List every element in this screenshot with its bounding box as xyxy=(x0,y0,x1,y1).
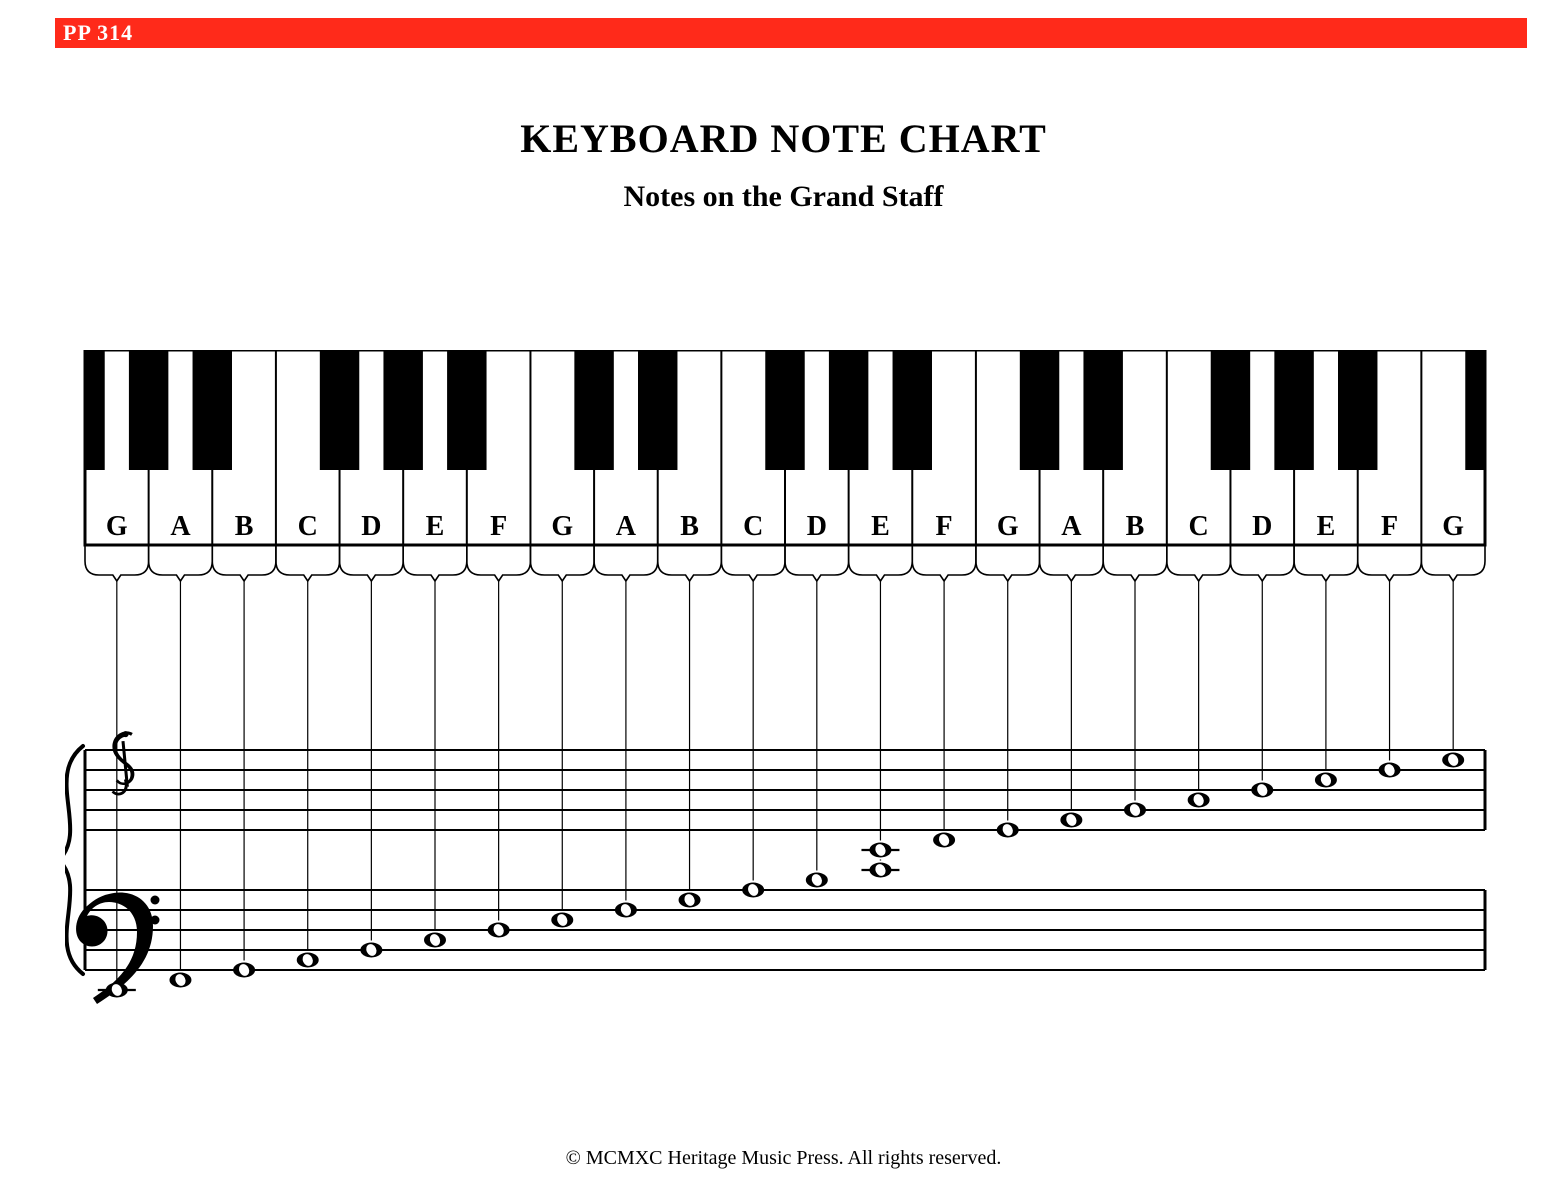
header-code: PP 314 xyxy=(63,20,133,46)
svg-text:G: G xyxy=(551,511,573,542)
svg-text:A: A xyxy=(616,511,637,542)
copyright: © MCMXC Heritage Music Press. All rights… xyxy=(0,1147,1567,1170)
svg-text:B: B xyxy=(1126,511,1145,542)
svg-text:F: F xyxy=(936,511,953,542)
svg-text:A: A xyxy=(1061,511,1082,542)
svg-text:B: B xyxy=(235,511,254,542)
svg-text:G: G xyxy=(106,511,128,542)
svg-text:D: D xyxy=(807,511,827,542)
svg-text:C: C xyxy=(298,511,318,542)
svg-text:C: C xyxy=(743,511,763,542)
svg-text:D: D xyxy=(361,511,381,542)
svg-text:F: F xyxy=(490,511,507,542)
svg-text:G: G xyxy=(1442,511,1464,542)
svg-text:D: D xyxy=(1252,511,1272,542)
svg-text:E: E xyxy=(871,511,890,542)
svg-text:F: F xyxy=(1381,511,1398,542)
page: PP 314 KEYBOARD NOTE CHART Notes on the … xyxy=(0,0,1567,1200)
svg-text:C: C xyxy=(1189,511,1209,542)
svg-text:G: G xyxy=(997,511,1019,542)
svg-text:E: E xyxy=(1317,511,1336,542)
header-bar: PP 314 xyxy=(55,18,1527,48)
keyboard-note-chart: GABCDEFGABCDEFGABCDEFG xyxy=(65,350,1505,1070)
svg-text:A: A xyxy=(170,511,191,542)
page-subtitle: Notes on the Grand Staff xyxy=(0,180,1567,214)
svg-text:E: E xyxy=(426,511,445,542)
svg-text:B: B xyxy=(680,511,699,542)
page-title: KEYBOARD NOTE CHART xyxy=(0,115,1567,162)
